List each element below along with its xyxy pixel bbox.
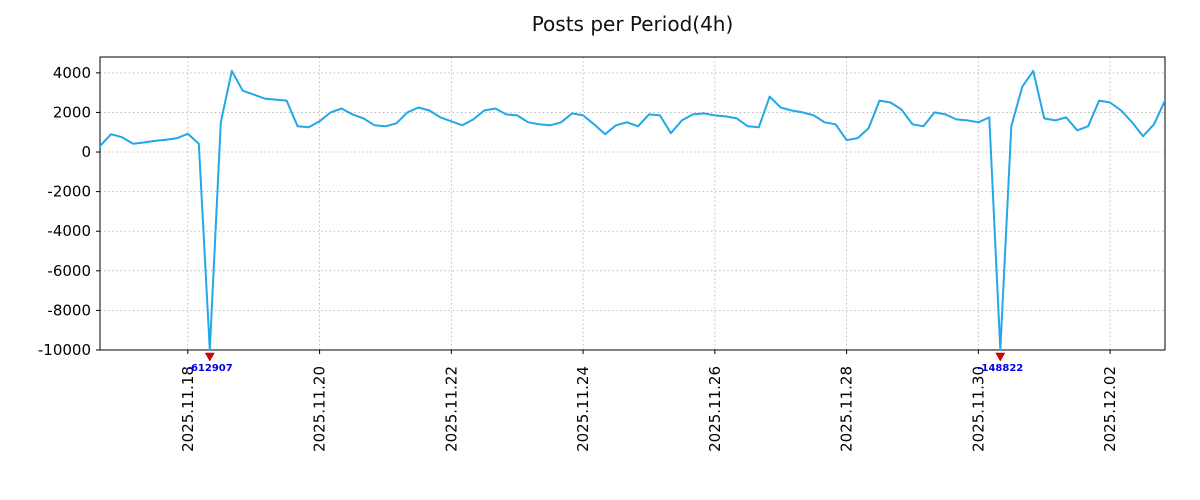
annotation-label: -612907 (187, 363, 233, 374)
y-tick-label: -8000 (47, 301, 91, 319)
x-tick-label: 2025.11.26 (706, 366, 724, 452)
y-tick-label: 4000 (53, 64, 91, 82)
series-line (100, 69, 1165, 351)
x-tick-label: 2025.11.30 (969, 366, 987, 452)
y-tick-label: 0 (81, 143, 91, 161)
y-tick-label: -6000 (47, 262, 91, 280)
annotation-label: -148822 (977, 363, 1023, 374)
y-tick-label: -10000 (38, 341, 91, 359)
x-tick-label: 2025.11.20 (311, 366, 329, 452)
chart-title: Posts per Period(4h) (531, 12, 734, 36)
x-tick-label: 2025.11.18 (179, 366, 197, 452)
x-tick-label: 2025.12.02 (1101, 366, 1119, 452)
y-tick-label: 2000 (53, 103, 91, 121)
annotation-arrow-icon (204, 352, 215, 362)
x-tick-label: 2025.11.22 (442, 366, 460, 452)
plot-border (99, 56, 1166, 351)
x-tick-label: 2025.11.28 (838, 366, 856, 452)
x-tick-label: 2025.11.24 (574, 366, 592, 452)
y-tick-label: -4000 (47, 222, 91, 240)
y-tick-label: -2000 (47, 183, 91, 201)
annotation-arrow-icon (995, 352, 1006, 362)
